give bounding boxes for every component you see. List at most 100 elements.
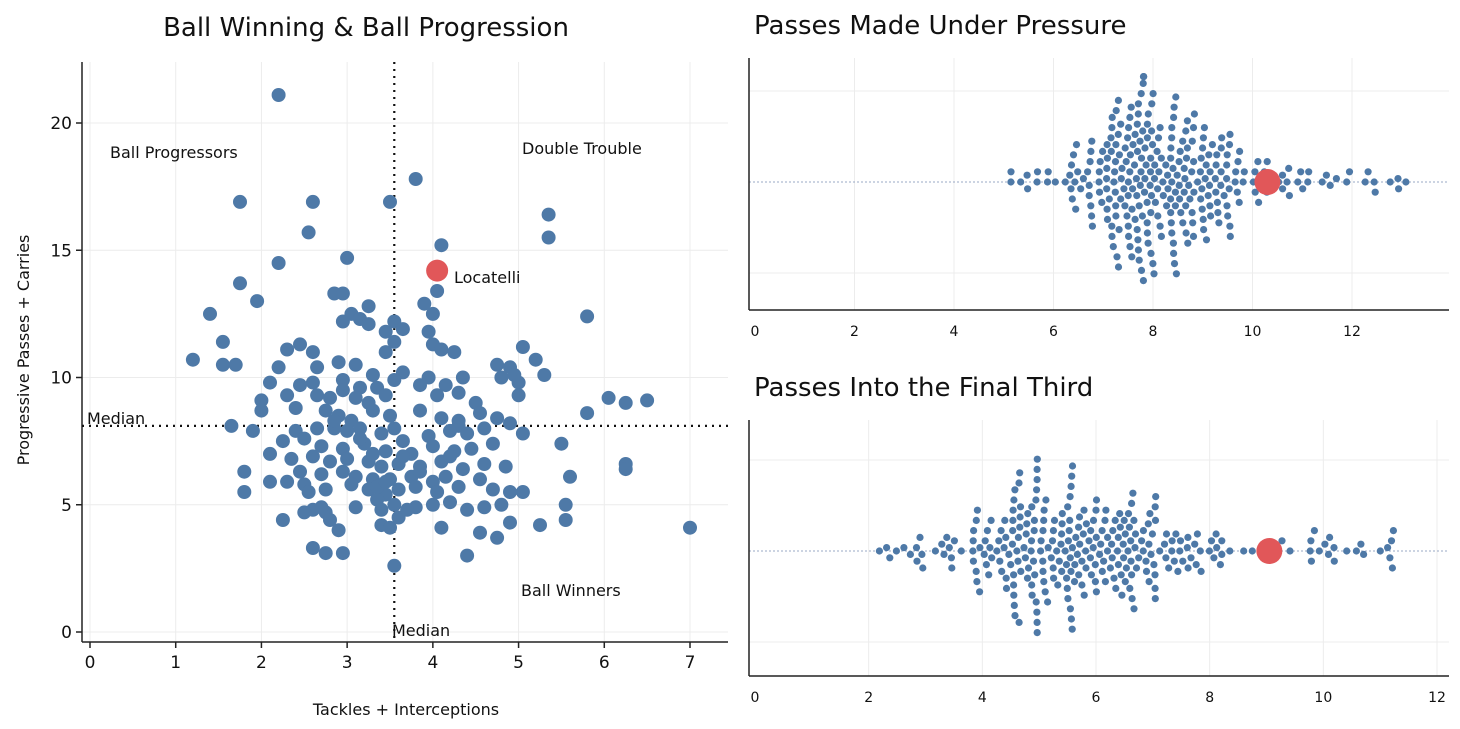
beeswarm-point [1202,161,1210,169]
beeswarm-point [1101,578,1109,586]
beeswarm-point [1395,185,1403,193]
beeswarm-point [1066,171,1074,179]
beeswarm-point [1112,202,1120,210]
beeswarm-point [1114,130,1122,138]
scatter-point [387,421,402,436]
beeswarm-point [1216,561,1224,569]
beeswarm-point [1218,550,1226,559]
scatter-y-tick-label: 5 [61,496,72,516]
beeswarm-point [1027,547,1035,555]
beeswarm-point [1053,547,1061,555]
beeswarm-point [1163,202,1171,210]
beeswarm-point [1133,120,1141,128]
scatter-point [580,406,595,421]
scatter-point [323,513,337,527]
beeswarm-point [1206,168,1214,176]
beeswarm-point [1146,168,1155,176]
beeswarm-point [1182,154,1191,162]
beeswarm-point [1151,584,1159,593]
beeswarm-point [1114,96,1122,104]
scatter-y-axis-label: Progressive Passes + Carries [14,235,33,466]
beeswarm-point [1033,629,1041,637]
beeswarm-point [1021,554,1029,562]
scatter-point [533,518,547,533]
scatter-point [515,340,530,354]
beeswarm-point [1132,564,1141,572]
beeswarm-point [1199,134,1207,142]
beeswarm-point [1088,222,1096,230]
scatter-point [224,418,239,433]
beeswarm-point [1007,168,1015,176]
beeswarm-point [1184,239,1192,247]
beeswarm-point [1120,185,1128,193]
beeswarm-point [1223,175,1231,183]
beeswarm-point [983,527,992,535]
beeswarm-point [982,561,991,569]
beeswarm-point [948,564,956,572]
beeswarm-point [886,554,894,562]
scatter-point [245,423,260,438]
beeswarm-point [1148,141,1157,149]
scatter-point [558,497,573,512]
beeswarm-point [1131,130,1139,138]
beeswarm-point [1307,537,1315,545]
scatter-point [464,441,479,456]
beeswarm-point [1068,462,1077,470]
beeswarm-point [1205,547,1213,555]
beeswarm-point [1226,222,1234,230]
beeswarm-point [1000,544,1008,552]
beeswarm-point [931,547,940,555]
beeswarm-point [969,547,977,555]
beeswarm-point [1066,554,1074,562]
beeswarm-point [1124,222,1132,230]
beeswarm-point [1005,550,1013,559]
beeswarm-point [1154,185,1162,193]
beeswarm-panel-pressure: Passes Made Under Pressure 0 2 4 6 8 10 12 [748,11,1449,340]
scatter-point [473,406,487,421]
beeswarm-point [1143,120,1151,128]
scatter-point [215,334,230,349]
beeswarm-point [1183,144,1191,152]
beeswarm-point [1148,100,1156,108]
median-x-label: Median [392,621,450,640]
beeswarm-x-tick-label: 12 [1343,324,1361,340]
beeswarm-point [976,588,984,596]
scatter-x-axis-label: Tackles + Interceptions [312,700,499,719]
beeswarm-point [1118,164,1126,172]
beeswarm-point [1141,144,1149,152]
scatter-point [515,426,530,441]
beeswarm-point [1040,516,1048,525]
beeswarm-point [1128,571,1136,579]
scatter-point [323,454,337,469]
beeswarm-point [1111,168,1119,176]
beeswarm-point [1042,496,1050,504]
beeswarm-point [1111,158,1120,166]
beeswarm-point [1133,147,1142,155]
beeswarm-point [1205,181,1214,189]
scatter-point [237,464,252,479]
beeswarm-point [1111,188,1119,196]
beeswarm-point [1087,202,1095,210]
beeswarm-point [1144,239,1152,247]
beeswarm-point [1066,493,1074,501]
beeswarm-point [1044,168,1052,176]
beeswarm-point [1213,151,1221,159]
scatter-point [335,373,350,387]
beeswarm-point [1201,175,1209,183]
beeswarm-point [1103,185,1111,193]
beeswarm-point [1087,147,1095,155]
scatter-point [288,401,303,415]
scatter-point [558,513,573,527]
beeswarm-point [1181,175,1189,183]
beeswarm-point [1064,595,1072,603]
beeswarm-point [1202,236,1211,244]
beeswarm-point [1009,527,1017,535]
scatter-point [335,464,350,479]
beeswarm-point [1033,608,1041,616]
beeswarm-point [1027,537,1036,545]
highlight-point [426,259,449,282]
beeswarm-point [1086,554,1094,562]
beeswarm-point [1235,198,1243,206]
scatter-point [271,88,286,102]
scatter-point [460,548,475,563]
